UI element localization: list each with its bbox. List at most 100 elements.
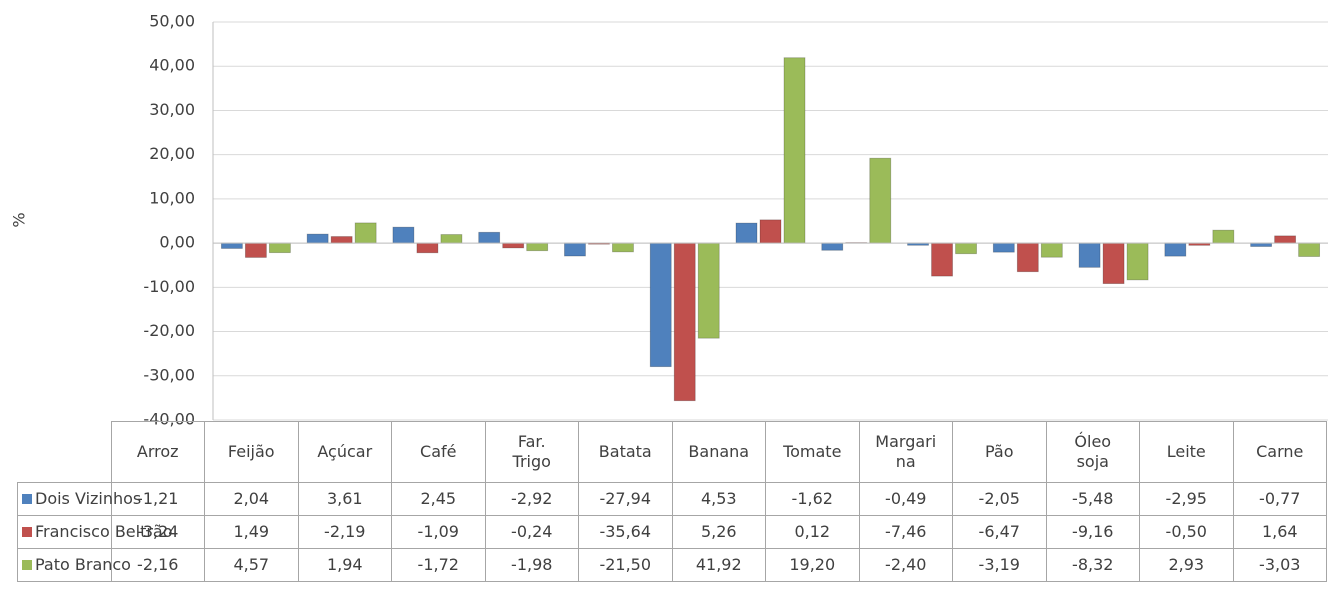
legend-key [22,527,32,537]
value-label: 2,45 [391,482,486,516]
category-label: Óleo soja [1045,421,1140,483]
value-label: -6,47 [952,515,1047,549]
category-label: Arroz [110,421,205,483]
bar [1250,242,1273,247]
y-tick-label: -10,00 [143,277,195,296]
value-label: -8,32 [1045,548,1140,582]
value-label: -21,50 [578,548,673,582]
category-label: Carne [1232,421,1327,483]
bar [268,242,291,254]
value-label: 2,04 [204,482,299,516]
category-label: Far. Trigo [484,421,579,483]
value-label: -2,19 [297,515,392,549]
bar [478,231,501,244]
bar [1298,242,1321,257]
bar [992,242,1015,253]
bar [649,242,672,368]
y-tick-label: 0,00 [159,233,195,252]
category-label: Feijão [204,421,299,483]
value-label: -0,77 [1232,482,1327,516]
value-label: -9,16 [1045,515,1140,549]
value-label: 3,61 [297,482,392,516]
table-row: Pato Branco -2,16 4,57 1,94 -1,72 -1,98 -21,50… [17,548,1327,582]
legend-cell: Pato Branco [17,548,131,582]
bar [220,242,243,249]
value-label: -2,16 [110,548,205,582]
bar [354,222,377,244]
bar [612,242,634,253]
value-label: -2,92 [484,482,579,516]
value-label: -5,48 [1045,482,1140,516]
value-label: -7,46 [858,515,953,549]
value-label: 19,20 [765,548,860,582]
value-label: -0,50 [1139,515,1234,549]
bar [416,242,439,254]
bar [783,57,806,244]
value-label: -2,05 [952,482,1047,516]
bar [673,242,696,402]
bar [1212,229,1235,244]
value-label: 41,92 [671,548,766,582]
category-label: Pão [952,421,1047,483]
value-label: -2,95 [1139,482,1234,516]
value-label: 2,93 [1139,548,1234,582]
bar [244,242,267,258]
bar [869,157,892,244]
bar [931,242,953,277]
legend-label: Dois Vizinhos [35,489,142,508]
table-corner [17,421,112,483]
value-label: 4,57 [204,548,299,582]
category-label: Tomate [765,421,860,483]
value-label: -3,03 [1232,548,1327,582]
table-row: Francisco Beltrão -3,24 1,49 -2,19 -1,09 -0,2… [17,515,1327,549]
category-label: Batata [578,421,673,483]
value-label: -1,98 [484,548,579,582]
value-label: -0,49 [858,482,953,516]
y-tick-label: 20,00 [149,144,195,163]
bar [1016,242,1039,273]
legend-cell: Dois Vizinhos [17,482,141,516]
legend-label: Pato Branco [35,555,131,574]
category-label: Margari na [858,421,953,483]
bar [392,226,415,244]
value-label: -3,19 [952,548,1047,582]
category-label: Açúcar [297,421,392,483]
value-label: -3,24 [110,515,205,549]
value-label: 1,94 [297,548,392,582]
legend-key [22,560,32,570]
category-label: Leite [1139,421,1234,483]
bar [955,242,977,255]
bar [821,242,844,251]
value-label: 1,49 [204,515,299,549]
y-tick-label: -20,00 [143,321,195,340]
value-label: 1,64 [1232,515,1327,549]
bar [759,219,782,244]
table-row: Dois Vizinhos -1,21 2,04 3,61 2,45 -2,92 -27,9… [17,482,1327,516]
value-label: -35,64 [578,515,673,549]
bar [502,242,525,249]
bar [1040,242,1063,258]
y-tick-label: -30,00 [143,365,195,384]
y-tick-label: 40,00 [149,56,195,75]
bar [1078,242,1101,268]
bar [1102,242,1125,285]
value-label: -2,40 [858,548,953,582]
legend-key [22,494,32,504]
bar [440,234,463,244]
value-label: -0,24 [484,515,579,549]
bar [1126,242,1149,281]
bar [735,222,758,244]
value-label: 0,12 [765,515,860,549]
value-label: -1,09 [391,515,486,549]
y-axis-label: % [10,212,29,227]
bar [1274,235,1297,244]
category-label: Café [391,421,486,483]
y-tick-label: 30,00 [149,100,195,119]
y-tick-label: 50,00 [149,12,195,31]
value-label: -1,62 [765,482,860,516]
bar [526,242,549,252]
data-table: Arroz Feijão Açúcar Café Far. Trigo Batata Ban… [17,421,1327,582]
bar [564,242,586,257]
